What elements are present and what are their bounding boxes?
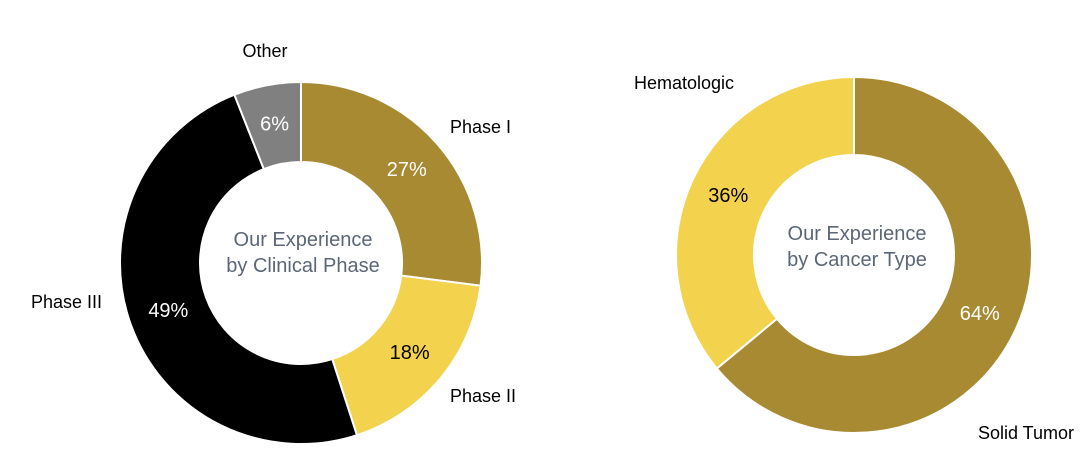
category-label-other: Other: [242, 41, 287, 61]
value-label-solid-tumor: 64%: [960, 303, 1000, 325]
value-label-phase-ii: 18%: [390, 342, 430, 364]
value-label-phase-i: 27%: [387, 159, 427, 181]
value-label-hematologic: 36%: [708, 185, 748, 207]
center-title: Our Experience by Cancer Type: [787, 223, 927, 271]
slice-hematologic: [675, 75, 855, 370]
clinical-phase-donut: 27% 18% 49% 6% Phase I Phase II Phase III Other…: [31, 41, 516, 445]
slice-phase-ii: [330, 274, 482, 437]
slice-solid-tumor: [715, 75, 1033, 434]
slice-phase-iii: [119, 93, 359, 445]
category-label-solid-tumor: Solid Tumor: [978, 423, 1074, 443]
slice-phase-i: [300, 80, 483, 287]
center-title: Our Experience by Clinical Phase: [226, 229, 379, 277]
cancer-type-donut: 64% 36% Solid Tumor Hematologic Our Experien…: [634, 73, 1074, 443]
category-label-hematologic: Hematologic: [634, 73, 734, 93]
value-label-phase-iii: 49%: [148, 300, 188, 322]
category-label-phase-ii: Phase II: [450, 386, 516, 406]
category-label-phase-i: Phase I: [450, 117, 511, 137]
category-label-phase-iii: Phase III: [31, 292, 102, 312]
slice-other: [233, 80, 302, 171]
value-label-other: 6%: [260, 113, 289, 135]
